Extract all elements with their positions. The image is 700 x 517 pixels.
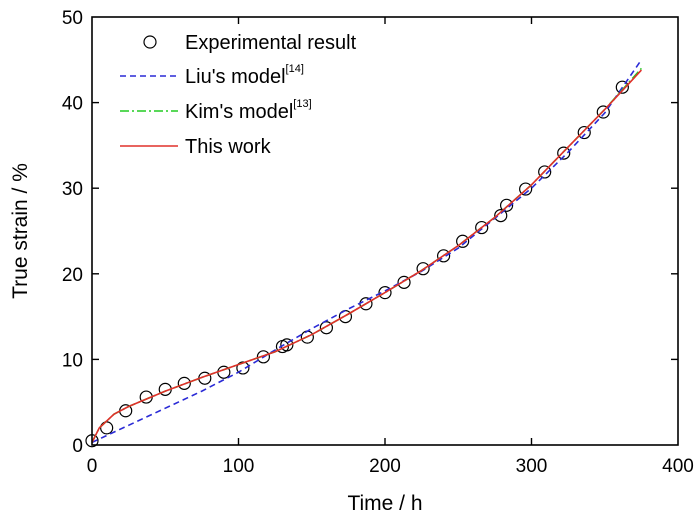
data-point-marker bbox=[397, 275, 411, 289]
data-point-marker bbox=[437, 249, 451, 263]
y-tick-label: 40 bbox=[62, 94, 83, 115]
data-point-marker bbox=[615, 80, 629, 94]
data-point-marker bbox=[236, 361, 250, 375]
data-point-marker bbox=[475, 220, 489, 235]
data-point-marker bbox=[319, 321, 333, 335]
x-tick-label: 200 bbox=[369, 456, 401, 477]
data-point-marker bbox=[519, 182, 533, 196]
data-point-marker bbox=[557, 146, 571, 160]
data-point-marker bbox=[577, 125, 591, 140]
legend-entry-label: Liu's model[14] bbox=[185, 63, 304, 88]
y-tick-label: 20 bbox=[62, 265, 83, 286]
x-tick-label: 300 bbox=[516, 456, 548, 477]
data-point-marker bbox=[177, 376, 191, 390]
data-point-marker bbox=[596, 105, 610, 119]
data-point-marker bbox=[280, 338, 294, 352]
data-point-marker bbox=[416, 262, 430, 276]
legend-marker-circle bbox=[143, 35, 157, 49]
data-point-marker bbox=[256, 350, 271, 364]
y-tick-label: 10 bbox=[62, 350, 83, 371]
y-tick-label: 30 bbox=[62, 179, 83, 200]
series-line-liu-s-model bbox=[91, 59, 643, 444]
y-axis-title: True strain / % bbox=[9, 163, 32, 299]
legend-entry-label: Experimental result bbox=[185, 32, 357, 54]
legend-entry-label: This work bbox=[185, 136, 272, 158]
legend-entry-label: Kim's model[13] bbox=[185, 98, 312, 123]
data-point-marker bbox=[456, 234, 470, 248]
data-point-marker bbox=[499, 198, 514, 212]
series-line-this-work bbox=[91, 69, 642, 443]
x-axis-title: Time / h bbox=[347, 492, 422, 515]
legend-citation-superscript: [14] bbox=[286, 63, 304, 75]
series-line-kim-s-model bbox=[91, 67, 642, 443]
data-point-marker bbox=[494, 208, 508, 223]
data-point-marker bbox=[538, 165, 552, 179]
legend-citation-superscript: [13] bbox=[293, 98, 311, 110]
y-tick-label: 50 bbox=[62, 8, 83, 29]
legend: Experimental result Liu's model[14] Kim's … bbox=[120, 32, 357, 158]
axis-ticks: 0 100 200 300 400 0 10 20 30 40 50 bbox=[62, 8, 694, 477]
plot-marks bbox=[85, 59, 643, 448]
x-tick-label: 100 bbox=[223, 456, 255, 477]
data-point-marker bbox=[378, 286, 392, 300]
plot-frame bbox=[91, 16, 679, 446]
x-tick-label: 0 bbox=[87, 456, 98, 477]
data-point-marker bbox=[100, 421, 114, 435]
x-tick-label: 400 bbox=[662, 456, 694, 477]
y-tick-label: 0 bbox=[72, 436, 83, 457]
